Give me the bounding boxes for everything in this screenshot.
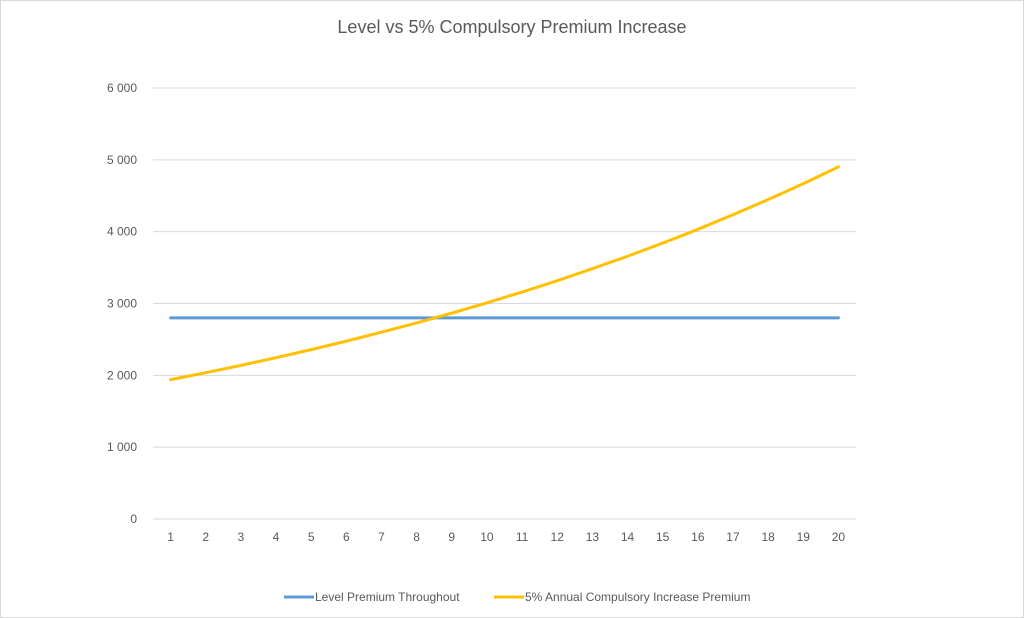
y-tick-label: 1 000 <box>107 440 137 454</box>
x-tick-label: 2 <box>202 530 209 544</box>
x-tick-label: 10 <box>480 530 494 544</box>
y-tick-label: 0 <box>130 512 137 526</box>
x-tick-label: 11 <box>516 530 529 544</box>
x-tick-label: 19 <box>797 530 811 544</box>
x-tick-label: 7 <box>378 530 385 544</box>
y-tick-label: 2 000 <box>107 368 137 382</box>
x-tick-label: 5 <box>308 530 315 544</box>
y-tick-label: 6 000 <box>107 81 137 95</box>
x-tick-label: 13 <box>586 530 600 544</box>
x-tick-label: 17 <box>726 530 740 544</box>
x-tick-label: 20 <box>832 530 846 544</box>
x-tick-label: 9 <box>448 530 455 544</box>
x-tick-label: 12 <box>551 530 565 544</box>
x-tick-label: 14 <box>621 530 635 544</box>
y-tick-label: 3 000 <box>107 297 137 311</box>
x-tick-label: 1 <box>167 530 174 544</box>
x-tick-label: 18 <box>761 530 775 544</box>
legend-label-1: Level Premium Throughout <box>315 590 460 604</box>
series-line-2 <box>169 165 840 382</box>
gridlines <box>153 87 856 520</box>
x-tick-label: 4 <box>273 530 280 544</box>
x-tick-label: 16 <box>691 530 705 544</box>
legend: Level Premium Throughout 5% Annual Compul… <box>284 590 750 604</box>
legend-label-2: 5% Annual Compulsory Increase Premium <box>525 590 750 604</box>
series-lines <box>169 165 840 382</box>
y-axis-ticks: 0 1 000 2 000 3 000 4 000 5 000 6 000 <box>107 81 137 526</box>
y-tick-label: 4 000 <box>107 225 137 239</box>
chart-title: Level vs 5% Compulsory Premium Increase <box>337 17 686 37</box>
x-tick-label: 15 <box>656 530 670 544</box>
x-tick-label: 6 <box>343 530 350 544</box>
x-axis-ticks: 1 2 3 4 5 6 7 8 9 10 11 12 13 14 15 16 17 18 19 20 <box>167 530 845 544</box>
x-tick-label: 3 <box>238 530 245 544</box>
x-tick-label: 8 <box>413 530 420 544</box>
y-tick-label: 5 000 <box>107 153 137 167</box>
